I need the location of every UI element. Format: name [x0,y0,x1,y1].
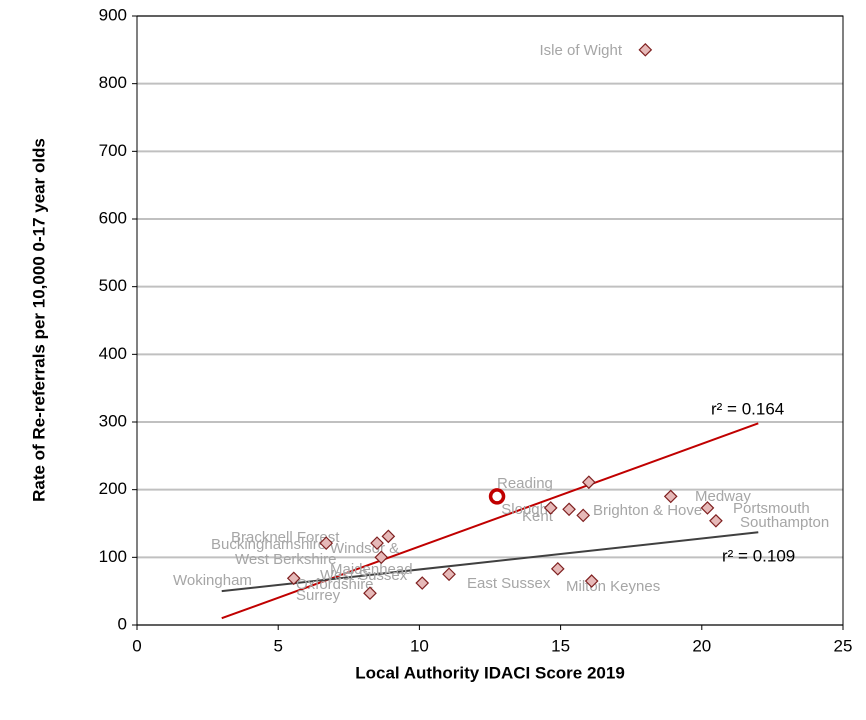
y-tick-label: 500 [99,276,127,295]
point-label: Isle of Wight [539,42,622,59]
point-label: Reading [497,475,553,492]
y-tick-label: 900 [99,5,127,24]
point [286,571,301,586]
point [700,501,715,515]
y-tick-label: 600 [99,208,127,227]
plot-frame [136,15,844,626]
y-tick-label: 800 [99,73,127,92]
point-label: West Berkshire [235,551,336,568]
point [584,574,599,588]
point [442,567,456,582]
trend-label: r² = 0.164 [711,399,784,418]
trend-label: r² = 0.109 [722,546,795,565]
point [562,502,576,517]
point [381,529,396,544]
x-tick-label: 10 [410,636,429,655]
point-label: Portsmouth [733,500,810,517]
x-tick-label: 5 [273,636,282,655]
highlight-point [488,488,506,505]
y-tick-label: 400 [99,344,127,363]
point [709,513,723,528]
point-label: Bracknell Forest [231,529,340,546]
trend-line [221,422,759,620]
point [581,475,596,490]
point-label: Medway [695,488,751,505]
point [543,501,558,515]
point-label: Surrey [296,587,341,604]
point [415,576,430,590]
point-label: Maidenhead [330,561,413,578]
point [550,561,565,576]
point [374,550,389,565]
x-axis-title: Local Authority IDACI Score 2019 [355,663,625,682]
x-tick-label: 25 [834,636,853,655]
point [663,489,678,504]
y-tick-label: 0 [118,614,127,633]
point-label: Oxfordshire [296,576,374,593]
x-tick-label: 0 [132,636,141,655]
point-label: Kent [522,508,554,525]
x-tick-label: 15 [551,636,570,655]
point-label: Wokingham [173,572,252,589]
point-label: Southampton [740,514,829,531]
y-tick-label: 200 [99,479,127,498]
point-label: Milton Keynes [566,578,660,595]
point [363,586,377,601]
point [319,536,334,550]
point [576,508,591,523]
y-tick-label: 300 [99,411,127,430]
point-label: Slough [501,501,548,518]
y-axis-title: Rate of Re-referrals per 10,000 0-17 yea… [29,138,48,502]
y-tick-label: 700 [99,141,127,160]
point-label: Buckinghamshire [211,536,326,553]
point-label: Brighton & Hove [593,502,702,519]
y-tick-label: 100 [99,547,127,566]
point-label: West Sussex [320,567,408,584]
trend-line [221,531,759,593]
point [638,42,653,57]
point-label: East Sussex [467,575,551,592]
point [370,536,384,550]
x-tick-label: 20 [692,636,711,655]
